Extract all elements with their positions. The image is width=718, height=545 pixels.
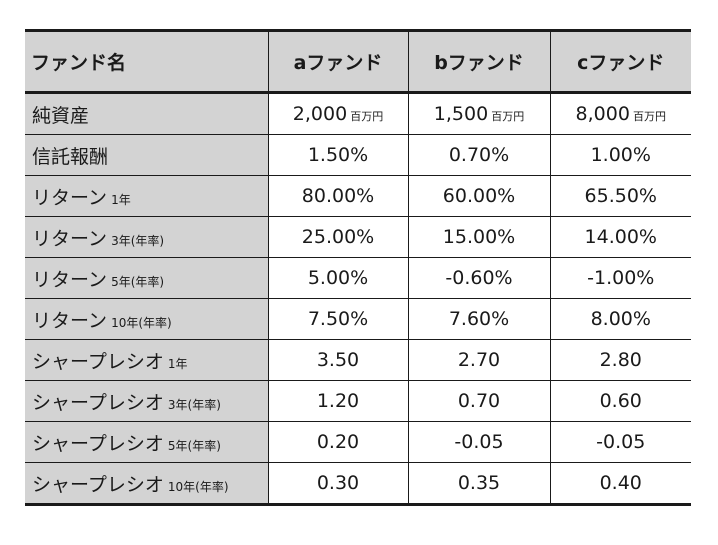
table-row: リターン 1年 80.00% 60.00% 65.50%: [25, 175, 691, 217]
row-label-main: 純資産: [32, 104, 90, 127]
row-label-main: シャープレシオ: [32, 391, 164, 414]
row-label: シャープレシオ 3年(年率): [25, 380, 268, 422]
header-fund-c: cファンド: [549, 30, 691, 94]
row-label-main: リターン: [32, 227, 108, 250]
value-cell-a: 80.00%: [267, 175, 408, 217]
row-label-period: 10年(年率): [167, 479, 229, 494]
header-fund-b: bファンド: [407, 30, 550, 94]
row-label-period: 5年(年率): [167, 438, 221, 453]
row-label-period: 10年(年率): [111, 315, 172, 330]
row-label: リターン 3年(年率): [25, 216, 268, 258]
row-label: 信託報酬: [25, 134, 268, 176]
value-cell-a: 7.50%: [267, 298, 408, 340]
row-label-main: シャープレシオ: [32, 432, 164, 455]
value-cell-a: 1.20: [267, 380, 408, 422]
value-cell-c: 8.00%: [549, 298, 691, 340]
table-row: シャープレシオ 1年 3.50 2.70 2.80: [25, 339, 691, 381]
table-row: リターン 5年(年率) 5.00% -0.60% -1.00%: [25, 257, 691, 299]
row-label-main: シャープレシオ: [32, 350, 164, 373]
value: 2,000: [292, 103, 348, 125]
value: 8,000: [575, 103, 630, 125]
value-cell-c: 65.50%: [549, 175, 691, 217]
value-cell-c: -1.00%: [549, 257, 691, 299]
value-cell-a: 5.00%: [267, 257, 408, 299]
row-label-period: 1年: [167, 356, 188, 371]
row-label-period: 3年(年率): [167, 397, 221, 412]
value-cell-c: 8,000 百万円: [549, 92, 691, 135]
value-cell-a: 2,000 百万円: [267, 92, 408, 135]
value-cell-b: 0.35: [407, 462, 550, 505]
table-row: シャープレシオ 10年(年率) 0.30 0.35 0.40: [25, 462, 691, 505]
value-cell-b: 0.70: [407, 380, 550, 422]
value-cell-b: 2.70: [407, 339, 550, 381]
row-label-main: リターン: [32, 268, 108, 291]
unit-label: 百万円: [491, 110, 525, 123]
value-cell-b: 15.00%: [407, 216, 550, 258]
row-label: リターン 10年(年率): [25, 298, 268, 340]
value-cell-c: 2.80: [549, 339, 691, 381]
value-cell-c: 0.60: [549, 380, 691, 422]
table-row: 純資産 2,000 百万円 1,500 百万円 8,000 百万円: [25, 92, 691, 135]
row-label: シャープレシオ 1年: [25, 339, 268, 381]
row-label-period: 5年(年率): [111, 274, 165, 289]
unit-label: 百万円: [350, 110, 384, 123]
value-cell-b: 60.00%: [407, 175, 550, 217]
value-cell-a: 1.50%: [267, 134, 408, 176]
row-label: シャープレシオ 10年(年率): [25, 462, 268, 505]
value-cell-b: 1,500 百万円: [407, 92, 550, 135]
value-cell-a: 0.30: [267, 462, 408, 505]
value-cell-b: 0.70%: [407, 134, 550, 176]
value-cell-c: 14.00%: [549, 216, 691, 258]
value-cell-b: 7.60%: [407, 298, 550, 340]
row-label: シャープレシオ 5年(年率): [25, 421, 268, 463]
table-row: 信託報酬 1.50% 0.70% 1.00%: [25, 134, 691, 176]
value-cell-c: 1.00%: [549, 134, 691, 176]
value-cell-b: -0.05: [407, 421, 550, 463]
table-row: リターン 10年(年率) 7.50% 7.60% 8.00%: [25, 298, 691, 340]
row-label-main: リターン: [32, 186, 108, 209]
row-label-period: 3年(年率): [111, 233, 165, 248]
header-fund-a: aファンド: [267, 30, 408, 94]
row-label-period: 1年: [111, 192, 131, 207]
value-cell-a: 3.50: [267, 339, 408, 381]
value-cell-c: 0.40: [549, 462, 691, 505]
value-cell-a: 25.00%: [267, 216, 408, 258]
table-row: シャープレシオ 5年(年率) 0.20 -0.05 -0.05: [25, 421, 691, 463]
header-fund-name: ファンド名: [25, 30, 268, 94]
row-label: リターン 1年: [25, 175, 268, 217]
table-row: リターン 3年(年率) 25.00% 15.00% 14.00%: [25, 216, 691, 258]
value-cell-c: -0.05: [549, 421, 691, 463]
fund-comparison-table: ファンド名 aファンド bファンド cファンド 純資産 2,000 百万円 1,5…: [25, 29, 691, 506]
unit-label: 百万円: [632, 110, 666, 123]
row-label-main: 信託報酬: [32, 145, 109, 168]
value-cell-a: 0.20: [267, 421, 408, 463]
row-label-main: リターン: [32, 309, 108, 332]
value: 1,500: [433, 103, 489, 125]
table-row: シャープレシオ 3年(年率) 1.20 0.70 0.60: [25, 380, 691, 422]
header-row: ファンド名 aファンド bファンド cファンド: [25, 30, 691, 94]
row-label-main: シャープレシオ: [32, 473, 164, 496]
row-label: 純資産: [25, 92, 268, 135]
row-label: リターン 5年(年率): [25, 257, 268, 299]
value-cell-b: -0.60%: [407, 257, 550, 299]
